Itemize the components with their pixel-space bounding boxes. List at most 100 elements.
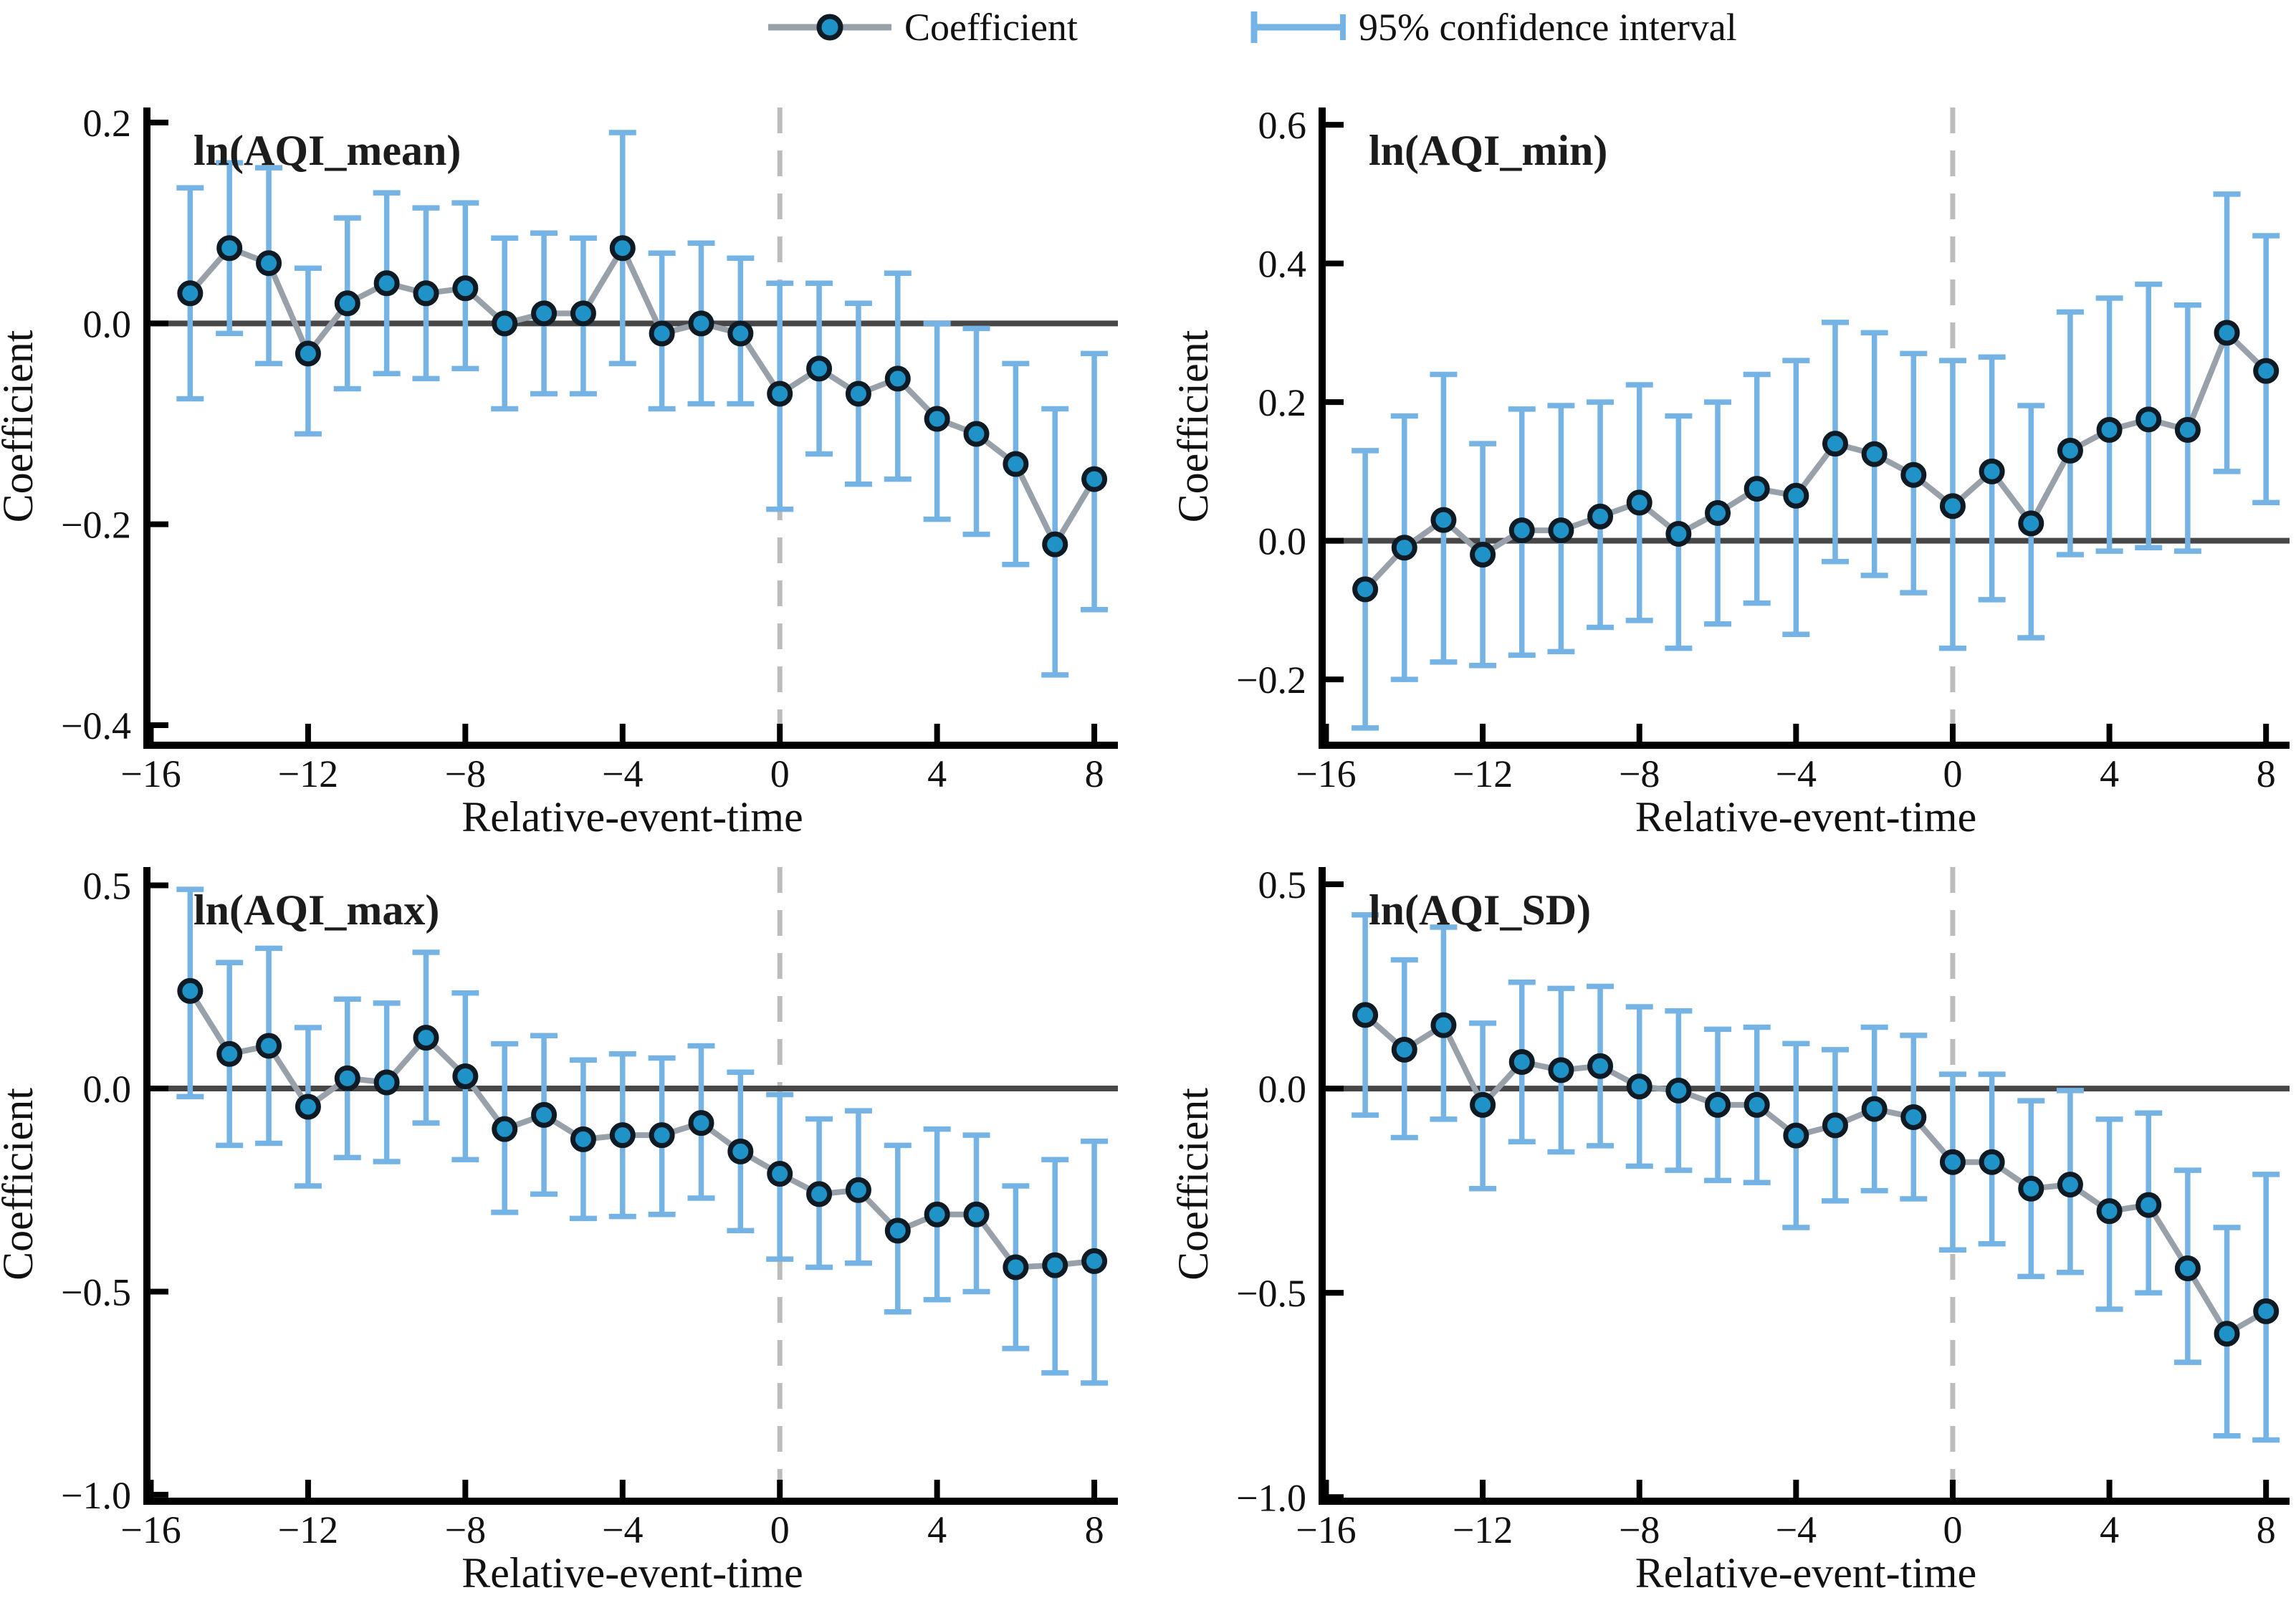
data-point-marker — [688, 1110, 714, 1136]
x-tick-label: −8 — [445, 1508, 486, 1551]
y-tick-label: −0.2 — [1236, 659, 1306, 702]
y-tick-label: −0.5 — [61, 1270, 131, 1313]
data-point-marker — [2018, 510, 2044, 537]
data-point-marker — [256, 1033, 282, 1059]
data-point-marker — [1430, 507, 1457, 533]
data-point-marker — [609, 235, 636, 262]
coefficient-line — [187, 989, 1095, 1270]
data-point-marker — [1003, 451, 1029, 477]
x-tick-label: 8 — [1085, 752, 1104, 795]
data-point-marker — [177, 280, 204, 307]
data-point-marker — [2214, 320, 2240, 346]
data-point-marker — [1939, 1149, 1966, 1175]
data-point-marker — [334, 290, 360, 317]
x-tick-label: −12 — [1453, 752, 1513, 795]
y-axis-label: Coefficient — [1169, 1088, 1217, 1281]
chart-panel-4: −16 −12 −8 −4 0 4 8 0.5 0.0 −0.5 −1.0 ln(AQI_SD) Rel… — [1169, 863, 2290, 1597]
x-tick-label: −16 — [1296, 1508, 1356, 1551]
y-tick-label: −1.0 — [61, 1474, 131, 1517]
x-tick-label: −4 — [1776, 752, 1817, 795]
data-point-marker — [1003, 1254, 1029, 1281]
x-tick-label: 4 — [927, 752, 947, 795]
data-point-marker — [452, 275, 479, 302]
data-point-marker — [1042, 1252, 1068, 1278]
data-point-marker — [806, 1181, 833, 1207]
data-point-marker — [1979, 458, 2005, 484]
y-axis-label: Coefficient — [1169, 330, 1217, 522]
x-axis-label: Relative-event-time — [1635, 1549, 1976, 1597]
panel-title: ln(AQI_max) — [193, 886, 439, 934]
data-point-marker — [845, 1177, 871, 1203]
data-point-marker — [2057, 1172, 2083, 1198]
data-point-marker — [295, 1093, 321, 1120]
x-tick-label: −4 — [602, 752, 643, 795]
y-tick-label: −0.4 — [61, 704, 131, 747]
y-tick-label: 0.2 — [83, 102, 132, 145]
data-point-marker — [492, 310, 518, 337]
data-point-marker — [649, 320, 675, 347]
x-tick-label: 0 — [770, 1508, 790, 1551]
data-point-marker — [1783, 482, 1809, 509]
x-tick-label: −4 — [1776, 1508, 1817, 1551]
coefficient-line — [1363, 1013, 2268, 1337]
legend: Coefficient 95% confidence interval — [0, 4, 2296, 54]
x-tick-label: −4 — [602, 1508, 643, 1551]
legend-coefficient-label: Coefficient — [904, 6, 1078, 49]
panel-title: ln(AQI_min) — [1369, 127, 1607, 174]
data-point-marker — [727, 320, 754, 347]
data-point-marker — [1391, 535, 1417, 561]
x-tick-label: −8 — [445, 752, 486, 795]
y-tick-label: −0.2 — [61, 504, 131, 547]
data-point-marker — [924, 1201, 950, 1227]
data-point-marker — [1430, 1012, 1457, 1038]
data-point-marker — [1705, 1091, 1731, 1118]
data-point-marker — [1508, 1049, 1535, 1076]
data-point-marker — [1081, 1248, 1108, 1274]
y-tick-label: −0.5 — [1236, 1272, 1306, 1315]
y-tick-label: 0.6 — [1258, 104, 1307, 147]
data-point-marker — [295, 340, 321, 367]
chart-panel-1: −16 −12 −8 −4 0 4 8 0.2 0.0 −0.2 −0.4 ln(AQI_mean) R… — [0, 102, 1118, 841]
data-point-marker — [2253, 1298, 2280, 1324]
data-point-marker — [1743, 1091, 1770, 1118]
data-point-marker — [216, 235, 243, 262]
data-point-marker — [413, 280, 439, 307]
y-tick-label: 0.5 — [1258, 863, 1307, 906]
data-point-marker — [1783, 1122, 1809, 1149]
x-axis-label: Relative-event-time — [461, 1549, 803, 1597]
data-point-marker — [963, 421, 990, 447]
y-tick-label: 0.0 — [1258, 520, 1307, 563]
data-point-marker — [2018, 1175, 2044, 1202]
data-point-marker — [1979, 1149, 2005, 1175]
data-point-marker — [256, 250, 282, 277]
data-point-marker — [2096, 1198, 2123, 1225]
x-tick-label: 8 — [2257, 1508, 2276, 1551]
data-point-marker — [1508, 517, 1535, 544]
data-point-marker — [767, 1161, 793, 1187]
confidence-interval-icon — [1250, 11, 1346, 43]
data-point-marker — [1861, 1096, 1888, 1122]
x-tick-label: 0 — [770, 752, 790, 795]
x-tick-label: −8 — [1619, 1508, 1660, 1551]
data-point-marker — [1939, 493, 1966, 520]
x-axis-label: Relative-event-time — [461, 793, 803, 841]
data-point-marker — [1626, 489, 1652, 516]
y-tick-label: 0.5 — [83, 865, 132, 908]
x-tick-label: −16 — [120, 1508, 181, 1551]
data-point-marker — [845, 381, 871, 407]
data-point-marker — [1548, 517, 1574, 544]
y-tick-label: 0.4 — [1258, 243, 1307, 286]
data-point-marker — [531, 1101, 558, 1128]
data-point-marker — [1665, 1077, 1692, 1104]
x-tick-label: 4 — [2100, 752, 2119, 795]
coefficient-line — [1363, 330, 2268, 592]
data-point-marker — [1352, 1002, 1379, 1028]
data-point-marker — [570, 300, 596, 327]
x-tick-label: −12 — [1453, 1508, 1513, 1551]
data-point-marker — [2214, 1321, 2240, 1347]
data-point-marker — [1822, 431, 1848, 457]
data-point-marker — [688, 310, 714, 337]
data-point-marker — [2135, 406, 2162, 433]
